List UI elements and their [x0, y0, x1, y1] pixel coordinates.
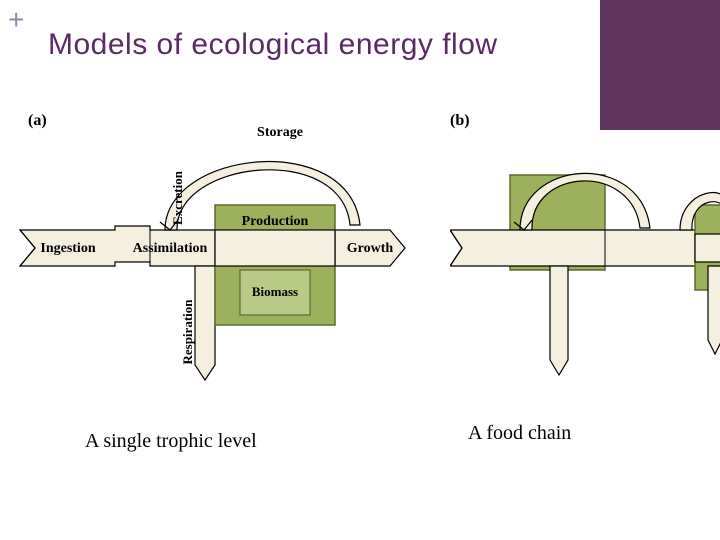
page-title: Models of ecological energy flow: [48, 28, 498, 62]
diagram-a: Ingestion Assimilation Production Growth…: [10, 110, 440, 390]
label-production: Production: [242, 214, 309, 229]
label-storage: Storage: [257, 125, 303, 140]
diagram-b: [450, 110, 720, 390]
label-growth: Growth: [347, 241, 394, 256]
label-biomass: Biomass: [252, 284, 298, 299]
label-excretion: Excretion: [170, 170, 185, 225]
label-respiration: Respiration: [180, 299, 195, 365]
respiration-pipe: [195, 266, 215, 380]
label-ingestion: Ingestion: [40, 241, 95, 256]
plus-icon: +: [8, 4, 24, 36]
caption-a: A single trophic level: [85, 430, 257, 453]
caption-b: A food chain: [468, 422, 571, 445]
label-assimilation: Assimilation: [133, 241, 208, 256]
